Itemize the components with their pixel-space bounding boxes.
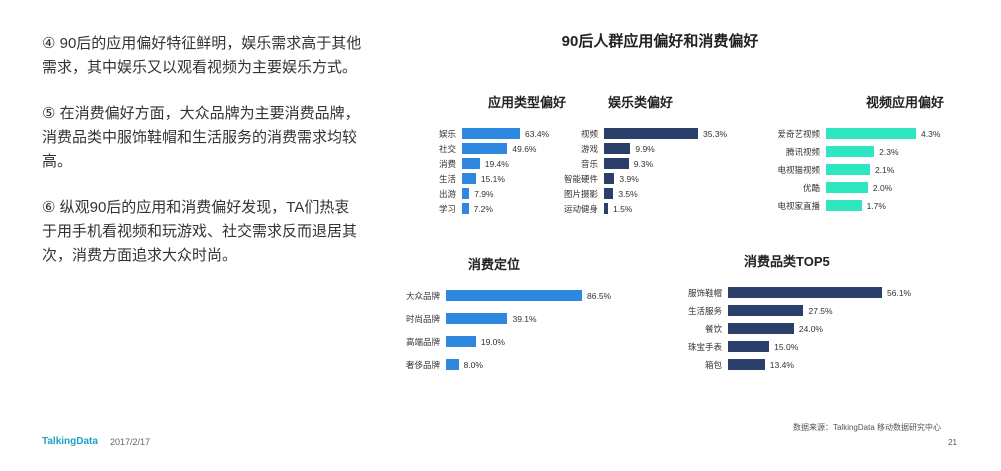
- page-number: 21: [948, 438, 957, 447]
- bar: [462, 203, 469, 214]
- category-label: 珠宝手表: [687, 342, 722, 352]
- category-label: 生活: [438, 174, 456, 184]
- category-label: 图片摄影: [563, 189, 598, 199]
- category-label: 腾讯视频: [785, 147, 820, 157]
- value-label: 9.9%: [635, 144, 655, 154]
- bar: [462, 188, 470, 199]
- value-label: 49.6%: [512, 144, 537, 154]
- category-label: 爱奇艺视频: [777, 129, 820, 139]
- category-label: 运动健身: [563, 204, 598, 214]
- category-label: 服饰鞋帽: [687, 288, 722, 298]
- commentary-paragraph-4: ④ 90后的应用偏好特征鲜明，娱乐需求高于其他需求，其中娱乐又以观看视频为主要娱…: [42, 35, 362, 76]
- bar: [462, 158, 480, 169]
- bar: [826, 182, 868, 193]
- value-label: 7.2%: [473, 204, 493, 214]
- value-label: 3.9%: [619, 174, 639, 184]
- chart-title: 视频应用偏好: [866, 95, 945, 110]
- bar: [604, 173, 615, 184]
- brand-logo: TalkingData: [42, 436, 98, 447]
- commentary-paragraph-6: ⑥ 纵观90后的应用和消费偏好发现，TA们热衷于用手机看视频和玩游戏、社交需求反…: [42, 199, 358, 264]
- bar: [446, 359, 459, 370]
- value-label: 24.0%: [798, 324, 823, 334]
- category-label: 箱包: [704, 360, 722, 370]
- commentary: ④ 90后的应用偏好特征鲜明，娱乐需求高于其他需求，其中娱乐又以观看视频为主要娱…: [42, 32, 364, 290]
- value-label: 13.4%: [769, 360, 794, 370]
- category-label: 大众品牌: [405, 291, 440, 301]
- category-label: 智能硬件: [563, 174, 598, 184]
- value-label: 56.1%: [887, 288, 912, 298]
- value-label: 2.0%: [872, 183, 893, 193]
- value-label: 19.4%: [484, 159, 509, 169]
- bar: [826, 164, 870, 175]
- value-label: 1.5%: [612, 204, 633, 214]
- category-label: 学习: [438, 204, 456, 214]
- bar: [604, 188, 614, 199]
- chart-title: 消费品类TOP5: [744, 254, 830, 269]
- value-label: 35.3%: [703, 129, 728, 139]
- category-label: 消费: [438, 159, 456, 169]
- value-label: 4.3%: [921, 129, 941, 139]
- value-label: 27.5%: [808, 306, 833, 316]
- value-label: 8.0%: [463, 360, 483, 370]
- data-source-note: 数据来源：TalkingData 移动数据研究中心: [792, 423, 941, 432]
- bar: [728, 341, 770, 352]
- value-label: 2.3%: [879, 147, 899, 157]
- value-label: 1.7%: [866, 201, 886, 211]
- category-label: 生活服务: [687, 306, 722, 316]
- bar: [728, 323, 794, 334]
- value-label: 15.0%: [774, 342, 799, 352]
- bar: [604, 128, 698, 139]
- category-label: 奢侈品牌: [405, 360, 440, 370]
- chart-title: 应用类型偏好: [488, 95, 567, 110]
- value-label: 2.1%: [874, 165, 895, 175]
- category-label: 高端品牌: [405, 337, 440, 347]
- value-label: 7.9%: [474, 189, 494, 199]
- chart-title: 娱乐类偏好: [608, 95, 674, 110]
- category-label: 娱乐: [438, 129, 456, 139]
- bar: [462, 143, 508, 154]
- bar: [728, 287, 882, 298]
- category-label: 电视家直播: [777, 201, 820, 211]
- value-label: 15.1%: [480, 174, 505, 184]
- bar: [446, 290, 582, 301]
- bar: [826, 200, 862, 211]
- bar: [728, 359, 765, 370]
- value-label: 3.5%: [618, 189, 638, 199]
- value-label: 86.5%: [587, 291, 612, 301]
- bar: [604, 158, 629, 169]
- bar: [462, 128, 520, 139]
- category-label: 社交: [438, 144, 456, 154]
- value-label: 63.4%: [525, 129, 550, 139]
- bar: [826, 128, 916, 139]
- bar: [446, 336, 476, 347]
- bar: [826, 146, 875, 157]
- category-label: 餐饮: [704, 324, 722, 334]
- chart-title: 消费定位: [468, 257, 521, 272]
- value-label: 19.0%: [480, 337, 505, 347]
- value-label: 9.3%: [633, 159, 654, 169]
- report-date: 2017/2/17: [110, 437, 151, 447]
- category-label: 游戏: [580, 144, 598, 154]
- value-label: 39.1%: [512, 314, 537, 324]
- bar: [446, 313, 508, 324]
- bar: [604, 203, 608, 214]
- bar: [728, 305, 804, 316]
- commentary-paragraph-5: ⑤ 在消费偏好方面，大众品牌为主要消费品牌，消费品类中服饰鞋帽和生活服务的消费需…: [42, 105, 360, 170]
- category-label: 电视猫视频: [777, 165, 820, 175]
- category-label: 出游: [438, 189, 456, 199]
- category-label: 优酷: [802, 183, 820, 193]
- category-label: 音乐: [580, 159, 598, 169]
- category-label: 视频: [580, 129, 598, 139]
- page-title: 90后人群应用偏好和消费偏好: [561, 33, 759, 50]
- category-label: 时尚品牌: [405, 314, 440, 324]
- bar: [604, 143, 631, 154]
- bar: [462, 173, 476, 184]
